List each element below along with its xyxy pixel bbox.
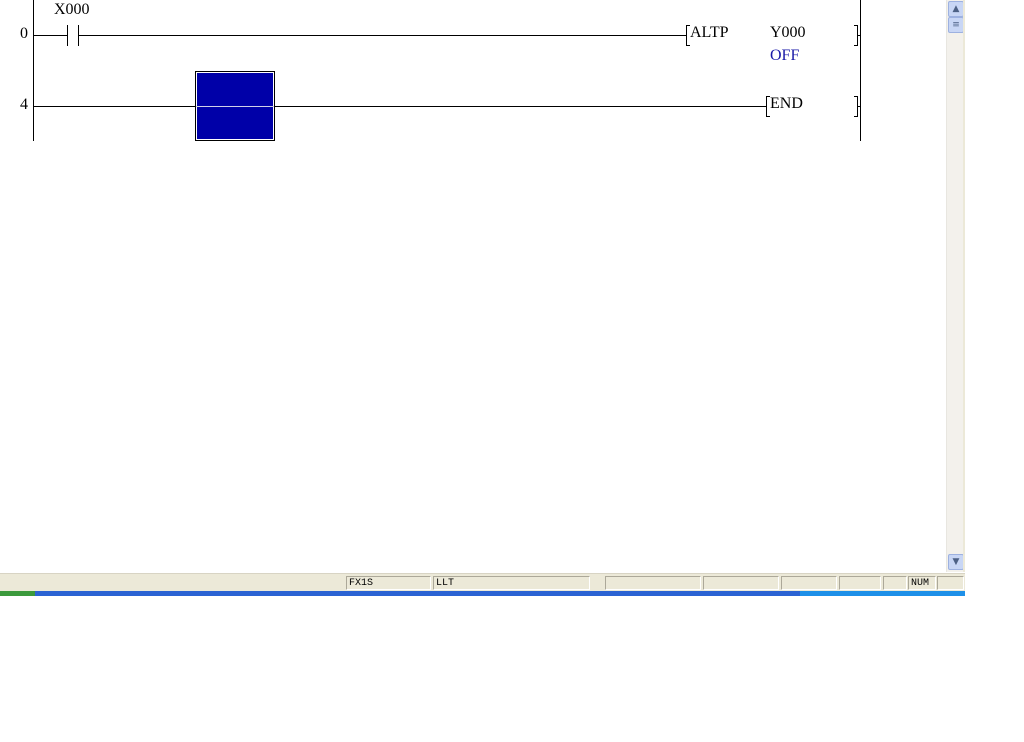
rung-wire	[33, 106, 766, 107]
status-mode: LLT	[433, 576, 590, 590]
instruction-label[interactable]: END	[770, 95, 803, 112]
bracket-open	[766, 96, 767, 117]
taskbar-strip	[0, 591, 965, 596]
vertical-scrollbar[interactable]: ▲ ≡ ▼	[946, 0, 964, 572]
contact-icon[interactable]	[67, 25, 68, 46]
bracket-open	[686, 25, 687, 46]
taskbar-tray	[800, 591, 965, 596]
rung-wire	[79, 35, 686, 36]
status-panel	[883, 576, 907, 590]
operand-label[interactable]: Y000	[770, 24, 806, 41]
cursor-box[interactable]	[195, 71, 275, 141]
bracket-close	[854, 45, 858, 46]
left-power-rail	[33, 0, 34, 141]
rung-wire	[857, 35, 861, 36]
status-panel	[937, 576, 964, 590]
bracket-open	[686, 45, 690, 46]
bracket-close	[854, 25, 858, 26]
chevron-up-icon[interactable]: ▲	[948, 1, 964, 17]
status-panel	[703, 576, 779, 590]
instruction-label[interactable]: ALTP	[690, 24, 729, 41]
ladder-editor[interactable]: 0 X000 ALTP Y000 OFF 4 END	[0, 0, 946, 572]
bracket-open	[766, 116, 770, 117]
step-number: 4	[20, 96, 28, 113]
status-panel	[0, 576, 344, 590]
status-panel	[781, 576, 837, 590]
bracket-open	[766, 96, 770, 97]
bracket-close	[854, 96, 858, 97]
window-edge	[963, 0, 965, 572]
status-plc-type: FX1S	[346, 576, 431, 590]
scroll-thumb[interactable]: ≡	[948, 17, 964, 33]
bracket-open	[686, 25, 690, 26]
operand-state: OFF	[770, 47, 800, 64]
rung-wire	[33, 35, 67, 36]
status-bar: FX1S LLT NUM	[0, 573, 965, 592]
right-power-rail	[860, 0, 861, 141]
step-number: 0	[20, 25, 28, 42]
status-num-lock: NUM	[908, 576, 936, 590]
chevron-down-icon[interactable]: ▼	[948, 554, 964, 570]
cursor-wire	[196, 106, 274, 107]
contact-label[interactable]: X000	[54, 1, 90, 18]
rung-wire	[857, 106, 861, 107]
status-panel	[839, 576, 881, 590]
taskbar-start	[0, 591, 35, 596]
bracket-close	[854, 116, 858, 117]
status-panel	[605, 576, 701, 590]
contact-icon	[78, 25, 79, 46]
